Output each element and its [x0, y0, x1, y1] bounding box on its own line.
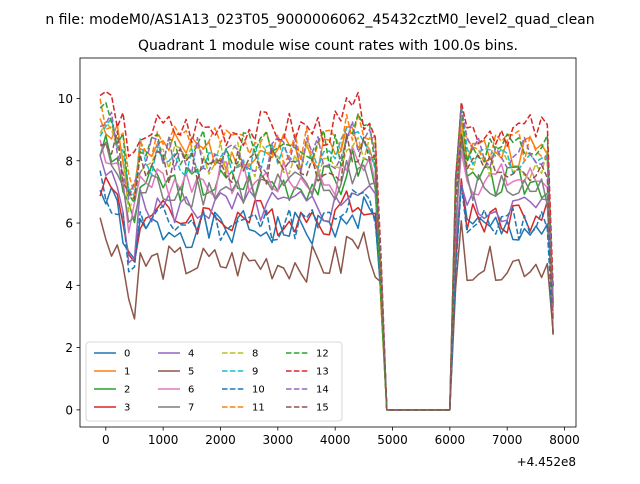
series-line-14	[99, 106, 554, 411]
series-line-11	[99, 98, 554, 411]
chart-title: Quadrant 1 module wise count rates with …	[138, 38, 518, 54]
legend-label-9: 9	[252, 367, 258, 378]
series-line-6	[99, 139, 554, 411]
series-line-10	[99, 170, 554, 411]
y-tick-label: 8	[65, 154, 73, 168]
x-tick-label: 6000	[435, 433, 466, 447]
series-line-8	[99, 121, 554, 411]
series-line-5	[99, 217, 554, 411]
x-tick-label: 1000	[148, 433, 179, 447]
x-tick-label: 2000	[205, 433, 236, 447]
series-line-15	[99, 130, 554, 411]
x-tick-label: 0	[102, 433, 110, 447]
x-tick-label: 8000	[549, 433, 580, 447]
legend-label-14: 14	[316, 385, 329, 396]
y-tick-label: 0	[65, 403, 73, 417]
legend-label-11: 11	[252, 403, 265, 414]
legend-label-7: 7	[188, 403, 194, 414]
legend-label-6: 6	[188, 385, 194, 396]
series-line-9	[99, 104, 554, 411]
plot-area	[99, 90, 554, 411]
x-tick-label: 7000	[492, 433, 523, 447]
x-offset-label: +4.452e8	[517, 455, 576, 469]
legend-label-13: 13	[316, 367, 329, 378]
legend-label-2: 2	[124, 385, 130, 396]
x-tick-label: 4000	[320, 433, 351, 447]
legend-label-1: 1	[124, 367, 130, 378]
figure-suptitle: n file: modeM0/AS1A13_023T05_9000006062_…	[45, 12, 594, 28]
y-tick-label: 4	[65, 279, 73, 293]
series-line-4	[99, 155, 554, 411]
series-lines	[99, 90, 554, 411]
legend-label-4: 4	[188, 349, 194, 360]
series-line-7	[99, 140, 554, 411]
series-line-1	[99, 117, 554, 411]
legend-box	[85, 341, 343, 422]
legend-label-5: 5	[188, 367, 194, 378]
legend-label-3: 3	[124, 403, 130, 414]
y-tick-label: 2	[65, 341, 73, 355]
legend-label-10: 10	[252, 385, 265, 396]
legend-label-15: 15	[316, 403, 329, 414]
x-tick-label: 3000	[263, 433, 294, 447]
y-tick-label: 6	[65, 217, 73, 231]
y-tick-label: 10	[58, 92, 73, 106]
x-tick-label: 5000	[377, 433, 408, 447]
legend-label-12: 12	[316, 349, 329, 360]
series-line-13	[99, 90, 554, 411]
legend-label-0: 0	[124, 349, 130, 360]
axes-frame	[79, 57, 577, 428]
legend-label-8: 8	[252, 349, 258, 360]
